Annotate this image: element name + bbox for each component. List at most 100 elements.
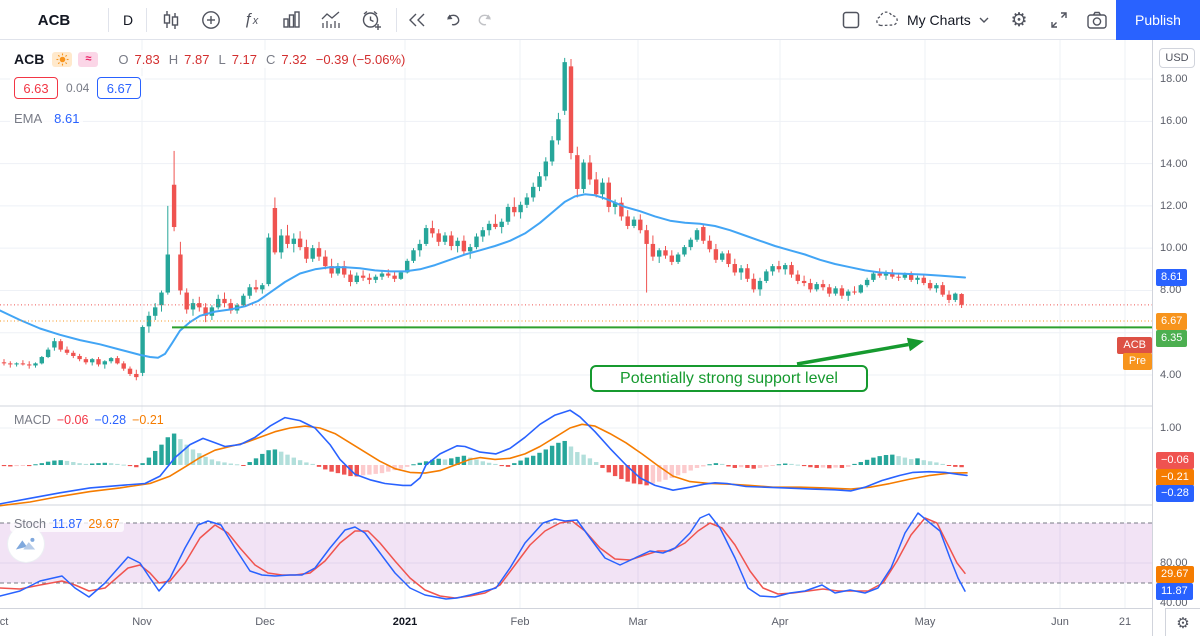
fullscreen-button[interactable] xyxy=(1040,0,1078,40)
close-label: C xyxy=(266,51,276,67)
support-price-badge: 6.35 xyxy=(1156,329,1188,347)
close-value: 7.32 xyxy=(281,51,307,67)
time-label: Dec xyxy=(255,616,275,628)
low-value: 7.17 xyxy=(231,51,258,67)
time-label: Feb xyxy=(510,616,530,628)
my-charts-label: My Charts xyxy=(907,12,971,28)
price-axis[interactable]: USD 18.00 16.00 14.00 12.00 10.00 8.00 4.00 8.… xyxy=(1152,40,1200,636)
candlestick-style-button[interactable] xyxy=(152,0,190,40)
toolbar-separator xyxy=(108,8,109,32)
my-charts-menu[interactable]: My Charts xyxy=(874,0,990,40)
high-value: 7.87 xyxy=(184,51,210,67)
time-label: 21 xyxy=(1118,616,1132,628)
snapshot-button[interactable] xyxy=(1078,0,1116,40)
stoch-tick: 40.00 xyxy=(1160,597,1188,609)
chevron-down-icon xyxy=(979,17,989,23)
buy-button[interactable]: 6.67 xyxy=(97,77,142,99)
alert-clock-icon xyxy=(362,10,381,30)
macd-hist-value: −0.06 xyxy=(56,413,89,427)
chart-canvas[interactable] xyxy=(0,40,1152,608)
settings-gear-icon: ⚙ xyxy=(1010,9,1028,31)
support-annotation[interactable]: Potentially strong support level xyxy=(590,365,868,392)
redo-icon xyxy=(478,14,491,26)
time-label: 2021 xyxy=(392,616,418,628)
bid-ask-row: 6.63 0.04 6.67 xyxy=(10,76,146,100)
price-tick: 4.00 xyxy=(1160,369,1182,381)
layout-square-icon xyxy=(842,11,860,29)
layout-button[interactable] xyxy=(832,0,870,40)
macd-hist-badge: −0.06 xyxy=(1156,451,1194,469)
extended-hours-icon: ≈ xyxy=(78,51,99,67)
stoch-d-value: 29.67 xyxy=(88,517,120,531)
cloud-icon xyxy=(876,11,898,27)
camera-icon xyxy=(1087,11,1107,29)
top-toolbar: ACB D ƒx xyxy=(0,0,1200,40)
fast-rewind-icon xyxy=(409,13,425,27)
low-label: L xyxy=(218,51,226,67)
stoch-label: Stoch xyxy=(14,517,46,531)
chart-svg xyxy=(0,40,1152,608)
toolbar-separator xyxy=(146,8,147,32)
sun-icon xyxy=(52,51,73,67)
undo-button[interactable] xyxy=(434,0,472,40)
time-label: May xyxy=(914,616,936,628)
financials-button[interactable] xyxy=(272,0,310,40)
high-label: H xyxy=(168,51,179,67)
time-label: Apr xyxy=(771,616,789,628)
pre-price-badge: 6.67 xyxy=(1156,313,1188,330)
candlestick-chart-icon xyxy=(163,11,179,29)
macd-signal-badge: −0.21 xyxy=(1156,468,1194,486)
stoch-legend[interactable]: Stoch 11.87 29.67 xyxy=(10,516,124,532)
price-tick: 8.00 xyxy=(1160,284,1182,297)
interval-button[interactable]: D xyxy=(122,12,134,28)
stoch-k-value: 11.87 xyxy=(51,517,83,531)
fullscreen-icon xyxy=(1051,12,1067,28)
price-tick: 10.00 xyxy=(1160,242,1188,255)
sell-button[interactable]: 6.63 xyxy=(14,77,58,99)
chart-settings-button[interactable]: ⚙ xyxy=(1000,0,1038,40)
compare-plus-icon xyxy=(202,11,220,29)
price-tick: 12.00 xyxy=(1160,199,1188,212)
patterns-button[interactable] xyxy=(312,0,350,40)
bar-chart-icon xyxy=(283,11,300,28)
symbol-button[interactable]: ACB xyxy=(37,11,71,29)
replay-button[interactable] xyxy=(398,0,436,40)
time-axis-settings[interactable]: ⚙ xyxy=(1165,608,1200,636)
currency-toggle[interactable]: USD xyxy=(1159,48,1195,68)
spread-value: 0.04 xyxy=(66,81,90,95)
open-value: 7.83 xyxy=(134,51,160,67)
timezone-gear-icon: ⚙ xyxy=(1176,614,1190,632)
time-label: ct xyxy=(0,616,9,628)
ema-legend[interactable]: EMA 8.61 xyxy=(10,110,84,127)
macd-legend[interactable]: MACD −0.06 −0.28 −0.21 xyxy=(10,412,168,428)
macd-signal-value: −0.21 xyxy=(132,413,164,427)
open-label: O xyxy=(118,51,129,67)
macd-label: MACD xyxy=(14,413,51,427)
price-tick: 14.00 xyxy=(1160,157,1188,170)
stoch-k-badge: 11.87 xyxy=(1156,582,1193,600)
legend-symbol: ACB xyxy=(14,51,45,67)
ema-value: 8.61 xyxy=(54,111,80,126)
chart-pattern-icon xyxy=(321,11,340,28)
ema-price-badge: 8.61 xyxy=(1156,269,1188,286)
indicators-button[interactable]: ƒx xyxy=(232,0,270,40)
price-tick: 16.00 xyxy=(1160,115,1188,128)
time-axis[interactable]: ct Nov Dec 2021 Feb Mar Apr May Jun 21 xyxy=(0,608,1152,636)
compare-button[interactable] xyxy=(192,0,230,40)
pre-market-chip: Pre xyxy=(1122,353,1152,370)
tradingview-logo-icon xyxy=(8,526,44,562)
time-label: Jun xyxy=(1051,616,1069,628)
redo-button[interactable] xyxy=(466,0,504,40)
stoch-d-badge: 29.67 xyxy=(1156,565,1194,583)
undo-icon xyxy=(447,14,460,26)
change-value: −0.39 (−5.06%) xyxy=(315,51,406,67)
alert-button[interactable] xyxy=(352,0,390,40)
time-label: Mar xyxy=(628,616,648,628)
publish-button[interactable]: Publish xyxy=(1116,0,1200,40)
symbol-legend[interactable]: ACB ≈ O 7.83 H 7.87 L 7.17 C 7.32 −0.39 (−5.… xyxy=(10,50,413,68)
ema-label: EMA xyxy=(14,111,43,126)
macd-line-value: −0.28 xyxy=(94,413,127,427)
macd-axis-tick: 1.00 xyxy=(1160,422,1182,434)
time-label: Nov xyxy=(132,616,152,628)
